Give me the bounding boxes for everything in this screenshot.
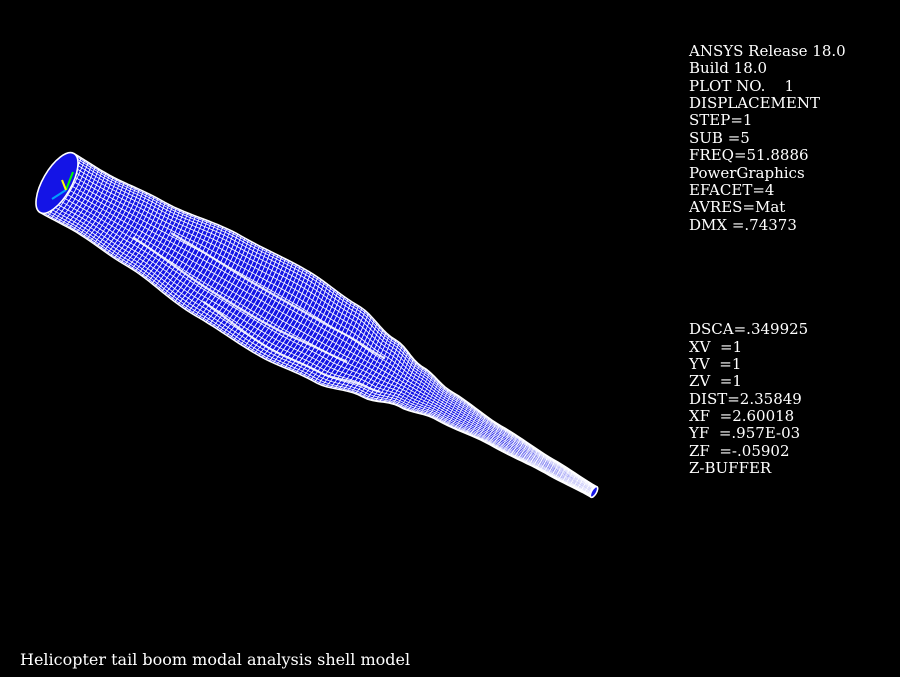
mesh-longitudinal-line: [63, 170, 596, 491]
plot-status-lines: ANSYS Release 18.0 Build 18.0 PLOT NO. 1 DI…: [689, 41, 894, 234]
triad-z-axis: [61, 179, 67, 191]
view-line: XF =2.60018: [689, 407, 795, 426]
mesh-longitudinal-line: [69, 160, 597, 489]
view-line: Z-BUFFER: [689, 459, 772, 478]
deformation-lobe-line: [170, 232, 386, 360]
status-line: DISPLACEMENT: [689, 93, 820, 112]
view-line: DIST=2.35849: [689, 389, 802, 408]
view-settings-lines: DSCA=.349925 XV =1 YV =1 ZV =1 DIST=2.35849 X…: [689, 320, 894, 478]
mesh-longitudinal-line: [54, 186, 594, 494]
boom-mesh: [40, 153, 597, 498]
mesh-longitudinal-line: [47, 198, 593, 496]
view-line: ZF =-.05902: [689, 441, 790, 460]
view-line: ZV =1: [689, 372, 742, 391]
ansys-info-legend: ANSYS Release 18.0 Build 18.0 PLOT NO. 1 DI…: [689, 8, 894, 512]
view-line: YV =1: [689, 354, 742, 373]
deformation-lobe-line: [202, 300, 381, 393]
plot-title: Helicopter tail boom modal analysis shel…: [20, 650, 411, 669]
mesh-longitudinal-line: [45, 201, 593, 496]
mesh-longitudinal-line: [72, 155, 597, 488]
status-line: PLOT NO. 1: [689, 76, 795, 95]
triad-y-axis: [65, 171, 74, 191]
mesh-longitudinal-line: [59, 178, 595, 492]
status-line: SUB =5: [689, 128, 750, 147]
mesh-longitudinal-line: [65, 166, 596, 490]
status-line: FREQ=51.8886: [689, 146, 809, 165]
mesh-longitudinal-line: [67, 163, 597, 489]
status-line: Build 18.0: [689, 59, 768, 78]
boom-root-end-cap: [35, 151, 79, 215]
mesh-longitudinal-line: [41, 209, 592, 498]
status-line: PowerGraphics: [689, 163, 805, 182]
status-line: EFACET=4: [689, 180, 775, 199]
mesh-longitudinal-line: [71, 157, 597, 488]
triad-x-axis: [51, 189, 67, 200]
mesh-longitudinal-line: [49, 194, 594, 495]
view-line: YF =.957E-03: [689, 424, 801, 443]
status-line: AVRES=Mat: [689, 198, 786, 217]
status-line: ANSYS Release 18.0: [689, 41, 846, 60]
boom-tip-end-cap: [589, 485, 599, 499]
view-line: XV =1: [689, 337, 743, 356]
status-line: DMX =.74373: [689, 215, 797, 234]
mesh-longitudinal-line: [56, 182, 595, 493]
view-line: DSCA=.349925: [689, 320, 809, 339]
status-line: STEP=1: [689, 111, 753, 130]
deformation-lobe-line: [132, 236, 348, 363]
coordinate-triad-icon: [51, 171, 74, 200]
mesh-longitudinal-line: [42, 207, 592, 497]
